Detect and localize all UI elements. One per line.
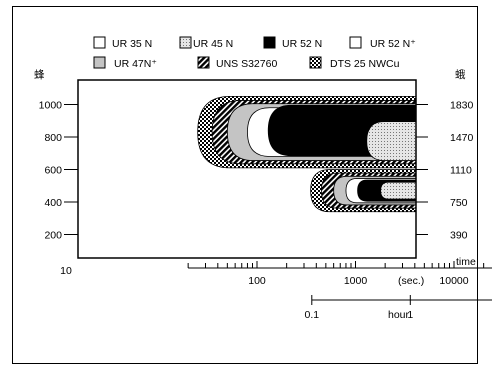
legend-item-ur45n: UR 45 N [179, 36, 233, 50]
legend-swatch-ur47n-plus [93, 56, 106, 69]
x-tick-label: 100 [248, 275, 266, 287]
region-upper-5 [366, 121, 416, 161]
region-lower-13 [422, 189, 453, 201]
legend-label-ur35n: UR 35 N [112, 38, 152, 50]
hour-axis-unit: hour [388, 309, 410, 321]
right-tick-label: 750 [450, 197, 468, 209]
left-tick-label: 400 [44, 197, 62, 209]
legend-swatch-dts25nwcu [309, 56, 322, 69]
right-tick-label: 390 [450, 230, 468, 242]
figure-frame [12, 6, 478, 364]
left-tick-label: 200 [44, 230, 62, 242]
x-tick-label: 10000 [439, 275, 468, 287]
legend-swatch-uns-s32760 [197, 56, 210, 69]
x-tick-label: 1000 [344, 275, 368, 287]
left-tick-label: 1000 [39, 100, 63, 112]
x-axis-unit: (sec.) [398, 275, 424, 287]
hour-tick-label: 0.1 [304, 309, 319, 321]
legend-item-ur52n-plus: UR 52 N⁺ [349, 36, 416, 50]
legend-swatch-ur35n [93, 36, 106, 49]
hour-axis: 0.1110100 [304, 295, 492, 321]
time-label: time [456, 256, 476, 268]
right-tick-label: 1470 [450, 132, 474, 144]
legend-label-uns-s32760: UNS S32760 [216, 58, 277, 70]
legend: UR 35 N UR 45 N UR 52 N UR 52 N⁺ UR 47N⁺… [93, 36, 416, 70]
precipitation-regions [197, 95, 453, 213]
legend-item-ur35n: UR 35 N [93, 36, 152, 50]
legend-item-dts25nwcu: DTS 25 NWCu [309, 56, 400, 70]
legend-item-ur47n-plus: UR 47N⁺ [93, 56, 157, 70]
left-tick-label: 800 [44, 132, 62, 144]
left-tick-label: 600 [44, 165, 62, 177]
legend-swatch-ur52n [263, 36, 276, 49]
legend-swatch-ur45n [179, 36, 192, 49]
right-tick-label: 1110 [450, 165, 472, 177]
left-axis-unit: 蜂 [34, 68, 45, 81]
region-lower-12 [380, 181, 416, 200]
legend-label-ur52n: UR 52 N [282, 38, 322, 50]
hour-tick-label: 1 [407, 309, 413, 321]
legend-label-ur52n-plus: UR 52 N⁺ [370, 38, 416, 50]
right-axis: 390 750 1110 1470 1830 [416, 100, 474, 242]
right-axis-unit: 蛾 [455, 68, 466, 81]
legend-label-ur45n: UR 45 N [193, 38, 233, 50]
legend-label-dts25nwcu: DTS 25 NWCu [330, 58, 400, 70]
legend-item-ur52n: UR 52 N [263, 36, 322, 50]
x-axis: 10 100 1000 10000 [60, 261, 492, 287]
left-axis: 200 400 600 800 1000 [39, 100, 78, 242]
x-tick-label: 10 [60, 265, 72, 277]
legend-item-uns-s32760: UNS S32760 [197, 56, 277, 70]
legend-swatch-ur52n-plus [349, 36, 362, 49]
right-tick-label: 1830 [450, 100, 474, 112]
legend-label-ur47n-plus: UR 47N⁺ [114, 58, 157, 70]
